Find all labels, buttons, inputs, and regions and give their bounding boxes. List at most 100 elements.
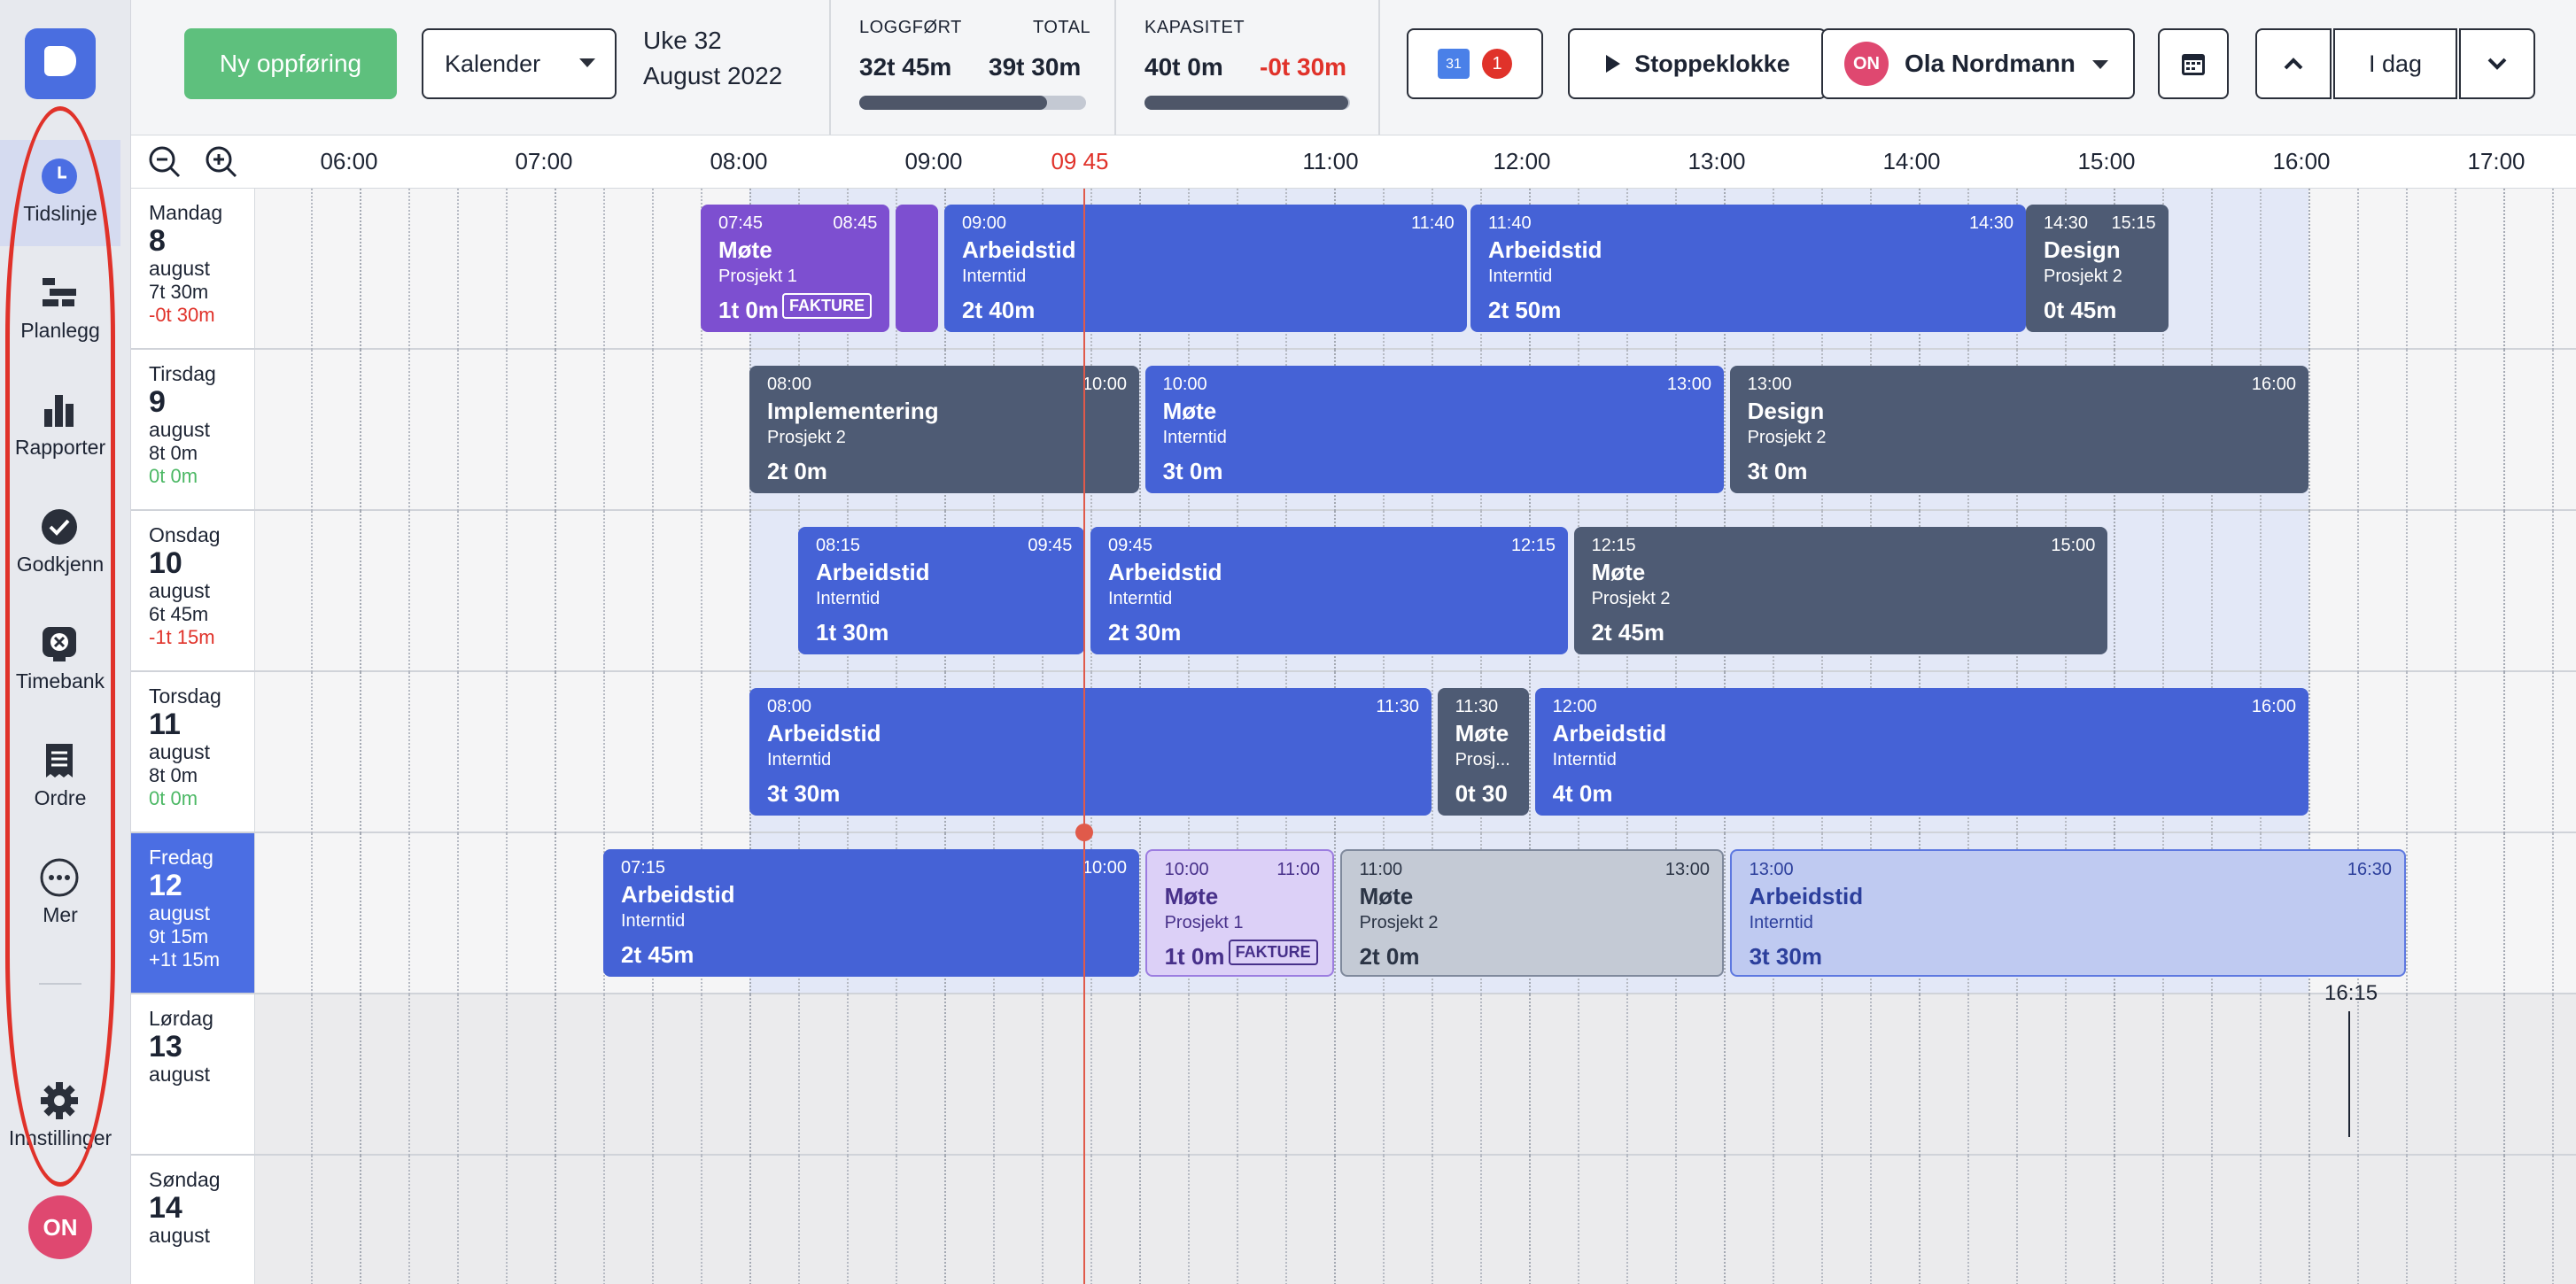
entry-duration: 3t 30m bbox=[767, 780, 841, 807]
date-picker-button[interactable] bbox=[2158, 28, 2229, 99]
calendar-sync-button[interactable]: 31 1 bbox=[1407, 28, 1543, 99]
day-num: 8 bbox=[149, 224, 166, 258]
grid-line bbox=[1724, 833, 1726, 994]
time-entry[interactable]: 07:45 08:45 Møte Prosjekt 1 1t 0m FAKTURE bbox=[701, 205, 890, 332]
day-num: 10 bbox=[149, 546, 182, 580]
entry-name: Arbeidstid bbox=[767, 720, 881, 746]
user-menu[interactable]: ON Ola Nordmann bbox=[1821, 28, 2135, 99]
day-num: 13 bbox=[149, 1030, 182, 1064]
sidebar-item-rapporter[interactable]: Rapporter bbox=[0, 374, 120, 480]
time-entry[interactable]: 12:00 16:00 Arbeidstid Interntid 4t 0m bbox=[1534, 688, 2308, 816]
previous-button[interactable] bbox=[2255, 28, 2332, 99]
grid-line bbox=[555, 672, 556, 833]
day-num: 14 bbox=[149, 1191, 182, 1225]
time-entry[interactable]: 13:00 16:00 Design Prosjekt 2 3t 0m bbox=[1729, 366, 2308, 493]
grid-line bbox=[360, 833, 361, 994]
entry-duration: 0t 45m bbox=[2044, 297, 2117, 323]
grid-line bbox=[2552, 189, 2554, 350]
grid-line bbox=[457, 1156, 459, 1284]
sidebar-item-ordre[interactable]: Ordre bbox=[0, 724, 120, 831]
time-entry[interactable]: 08:00 10:00 Implementering Prosjekt 2 2t 0m bbox=[749, 366, 1139, 493]
grid-line bbox=[1919, 1156, 1920, 1284]
entry-project: Interntid bbox=[1488, 267, 1553, 286]
entry-end-time: 10:00 bbox=[1082, 375, 1127, 394]
grid-line bbox=[2552, 511, 2554, 672]
entry-name: Møte bbox=[1591, 559, 1646, 585]
sidebar-item-godkjenn[interactable]: Godkjenn bbox=[0, 491, 120, 597]
stopwatch-label: Stoppeklokke bbox=[1634, 50, 1790, 77]
grid-line bbox=[749, 511, 751, 672]
sidebar-item-innstillinger[interactable]: Innstillinger bbox=[0, 1064, 120, 1171]
entry-duration: 2t 0m bbox=[1359, 943, 1420, 970]
app-logo[interactable] bbox=[25, 28, 96, 99]
time-axis: 06:00 07:00 08:00 09:00 09 45 11:00 12:0… bbox=[131, 135, 2576, 189]
grid-line bbox=[1383, 1156, 1385, 1284]
entry-start-time: 08:00 bbox=[767, 697, 812, 716]
time-entry[interactable]: 09:45 12:15 Arbeidstid Interntid 2t 30m bbox=[1090, 527, 1568, 654]
grid-line bbox=[1870, 994, 1872, 1156]
time-entry[interactable]: 10:00 11:00 Møte Prosjekt 1 1t 0m FAKTURE bbox=[1144, 849, 1334, 977]
time-entry[interactable]: 08:00 11:30 Arbeidstid Interntid 3t 30m bbox=[749, 688, 1432, 816]
day-row-lørdag[interactable]: Lørdag 13 august bbox=[131, 994, 2576, 1156]
day-num: 11 bbox=[149, 708, 181, 741]
entry-name: Arbeidstid bbox=[1488, 236, 1602, 263]
grid-line bbox=[360, 672, 361, 833]
grid-line bbox=[2552, 833, 2554, 994]
time-entry[interactable]: 10:00 13:00 Møte Interntid 3t 0m bbox=[1144, 366, 1724, 493]
grid-line bbox=[2016, 994, 2018, 1156]
grid-line bbox=[1480, 994, 1482, 1156]
day-label: Torsdag 11 august 8t 0m 0t 0m bbox=[131, 672, 255, 832]
zoom-out-icon[interactable] bbox=[147, 144, 182, 180]
day-row-torsdag[interactable]: Torsdag 11 august 8t 0m 0t 0m 08:00 11:30 Arbei… bbox=[131, 672, 2576, 833]
time-entry[interactable] bbox=[896, 205, 939, 332]
day-row-fredag[interactable]: Fredag 12 august 9t 15m +1t 15m 07:15 10:00 Arb… bbox=[131, 833, 2576, 994]
next-button[interactable] bbox=[2459, 28, 2535, 99]
zoom-in-icon[interactable] bbox=[204, 144, 239, 180]
today-button[interactable]: I dag bbox=[2333, 28, 2457, 99]
grid-line bbox=[652, 189, 654, 350]
view-select[interactable]: Kalender bbox=[422, 28, 617, 99]
grid-line bbox=[1285, 994, 1287, 1156]
day-flex: +1t 15m bbox=[149, 948, 221, 971]
time-entry[interactable]: 14:30 15:15 Design Prosjekt 2 0t 45m bbox=[2026, 205, 2169, 332]
grid-line bbox=[1334, 994, 1336, 1156]
time-entry[interactable]: 08:15 09:45 Arbeidstid Interntid 1t 30m bbox=[798, 527, 1085, 654]
grid-line bbox=[360, 189, 361, 350]
sidebar-item-tidslinje[interactable]: Tidslinje bbox=[0, 140, 120, 246]
check-circle-icon bbox=[42, 509, 77, 545]
day-row-søndag[interactable]: Søndag 14 august bbox=[131, 1156, 2576, 1284]
sidebar-item-mer[interactable]: Mer bbox=[0, 841, 120, 948]
entry-end-time: 11:40 bbox=[1411, 213, 1455, 233]
entry-project: Interntid bbox=[1162, 428, 1227, 447]
new-entry-button[interactable]: Ny oppføring bbox=[184, 28, 397, 99]
entry-duration: 1t 0m bbox=[718, 297, 779, 323]
entry-name: Arbeidstid bbox=[816, 559, 930, 585]
time-entry[interactable]: 11:00 13:00 Møte Prosjekt 2 2t 0m bbox=[1339, 849, 1724, 977]
time-entry[interactable]: 11:40 14:30 Arbeidstid Interntid 2t 50m bbox=[1470, 205, 2026, 332]
capacity-diff: -0t 30m bbox=[1260, 53, 1347, 81]
time-entry[interactable]: 07:15 10:00 Arbeidstid Interntid 2t 45m bbox=[603, 849, 1139, 977]
stopwatch-button[interactable]: Stoppeklokke bbox=[1568, 28, 1827, 99]
grid-line bbox=[555, 189, 556, 350]
entry-end-time: 16:00 bbox=[2251, 697, 2296, 716]
sidebar-item-timebank[interactable]: Timebank bbox=[0, 607, 120, 714]
grid-line bbox=[311, 994, 313, 1156]
grid-line bbox=[1480, 1156, 1482, 1284]
month-label: August 2022 bbox=[643, 62, 783, 89]
grid-line bbox=[2406, 189, 2408, 350]
time-entry[interactable]: 13:00 16:30 Arbeidstid Interntid 3t 30m bbox=[1729, 849, 2406, 977]
time-entry[interactable]: 12:15 15:00 Møte Prosjekt 2 2t 45m bbox=[1573, 527, 2108, 654]
grid-line bbox=[360, 1156, 361, 1284]
user-avatar[interactable]: ON bbox=[28, 1195, 92, 1259]
notification-badge: 1 bbox=[1482, 49, 1512, 79]
grid-line bbox=[1821, 994, 1823, 1156]
day-row-onsdag[interactable]: Onsdag 10 august 6t 45m -1t 15m 08:15 09:45 Arb… bbox=[131, 511, 2576, 672]
time-entry[interactable]: 11:30 Møte Prosj... 0t 30 bbox=[1437, 688, 1529, 816]
sidebar-item-planlegg[interactable]: Planlegg bbox=[0, 257, 120, 363]
total-value: 39t 30m bbox=[989, 53, 1082, 81]
day-row-tirsdag[interactable]: Tirsdag 9 august 8t 0m 0t 0m 08:00 10:00 Implem… bbox=[131, 350, 2576, 511]
chevron-down-icon bbox=[2487, 58, 2507, 70]
day-row-mandag[interactable]: Mandag 8 august 7t 30m -0t 30m 07:45 08:45 Møte… bbox=[131, 189, 2576, 350]
time-entry[interactable]: 09:00 11:40 Arbeidstid Interntid 2t 40m bbox=[944, 205, 1467, 332]
grid-line bbox=[1919, 994, 1920, 1156]
